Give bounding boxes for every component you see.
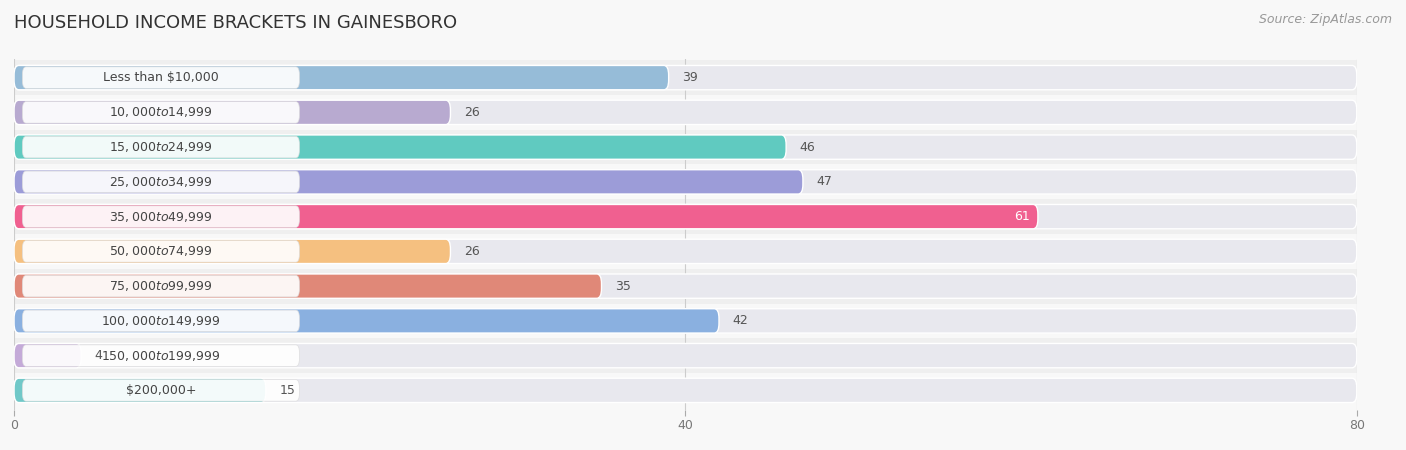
- Bar: [14, 165, 1357, 199]
- Text: $150,000 to $199,999: $150,000 to $199,999: [101, 349, 221, 363]
- FancyBboxPatch shape: [22, 206, 299, 227]
- Text: 26: 26: [464, 245, 479, 258]
- Text: 46: 46: [800, 140, 815, 153]
- FancyBboxPatch shape: [14, 100, 450, 125]
- FancyBboxPatch shape: [14, 274, 602, 298]
- FancyBboxPatch shape: [14, 135, 1357, 159]
- FancyBboxPatch shape: [22, 136, 299, 158]
- Text: 42: 42: [733, 315, 748, 328]
- Text: $15,000 to $24,999: $15,000 to $24,999: [110, 140, 212, 154]
- Text: 26: 26: [464, 106, 479, 119]
- FancyBboxPatch shape: [14, 65, 669, 90]
- FancyBboxPatch shape: [22, 380, 299, 401]
- Bar: [14, 60, 1357, 95]
- FancyBboxPatch shape: [14, 378, 266, 403]
- Text: Less than $10,000: Less than $10,000: [103, 71, 219, 84]
- Text: 35: 35: [614, 279, 631, 292]
- FancyBboxPatch shape: [14, 135, 786, 159]
- FancyBboxPatch shape: [22, 345, 299, 366]
- FancyBboxPatch shape: [14, 170, 803, 194]
- FancyBboxPatch shape: [22, 67, 299, 88]
- FancyBboxPatch shape: [14, 309, 718, 333]
- Text: $50,000 to $74,999: $50,000 to $74,999: [110, 244, 212, 258]
- Text: 4: 4: [94, 349, 103, 362]
- FancyBboxPatch shape: [14, 343, 1357, 368]
- FancyBboxPatch shape: [22, 275, 299, 297]
- FancyBboxPatch shape: [14, 309, 1357, 333]
- Bar: [14, 234, 1357, 269]
- Bar: [14, 373, 1357, 408]
- Bar: [14, 130, 1357, 165]
- Text: HOUSEHOLD INCOME BRACKETS IN GAINESBORO: HOUSEHOLD INCOME BRACKETS IN GAINESBORO: [14, 14, 457, 32]
- FancyBboxPatch shape: [22, 171, 299, 193]
- Bar: [14, 338, 1357, 373]
- Text: Source: ZipAtlas.com: Source: ZipAtlas.com: [1258, 14, 1392, 27]
- FancyBboxPatch shape: [14, 100, 1357, 125]
- Text: 47: 47: [817, 176, 832, 189]
- Text: 61: 61: [1014, 210, 1029, 223]
- Text: 39: 39: [682, 71, 697, 84]
- FancyBboxPatch shape: [22, 310, 299, 332]
- FancyBboxPatch shape: [14, 343, 82, 368]
- FancyBboxPatch shape: [14, 204, 1357, 229]
- Text: $35,000 to $49,999: $35,000 to $49,999: [110, 210, 212, 224]
- Bar: [14, 95, 1357, 130]
- FancyBboxPatch shape: [14, 274, 1357, 298]
- FancyBboxPatch shape: [14, 239, 450, 264]
- FancyBboxPatch shape: [14, 65, 1357, 90]
- Text: $10,000 to $14,999: $10,000 to $14,999: [110, 105, 212, 119]
- Bar: [14, 269, 1357, 303]
- FancyBboxPatch shape: [22, 241, 299, 262]
- FancyBboxPatch shape: [22, 102, 299, 123]
- Text: $25,000 to $34,999: $25,000 to $34,999: [110, 175, 212, 189]
- FancyBboxPatch shape: [14, 170, 1357, 194]
- FancyBboxPatch shape: [14, 378, 1357, 403]
- FancyBboxPatch shape: [14, 239, 1357, 264]
- Text: $200,000+: $200,000+: [125, 384, 197, 397]
- Bar: [14, 199, 1357, 234]
- Text: $75,000 to $99,999: $75,000 to $99,999: [110, 279, 212, 293]
- Bar: [14, 303, 1357, 338]
- FancyBboxPatch shape: [14, 204, 1038, 229]
- Text: 15: 15: [280, 384, 295, 397]
- Text: $100,000 to $149,999: $100,000 to $149,999: [101, 314, 221, 328]
